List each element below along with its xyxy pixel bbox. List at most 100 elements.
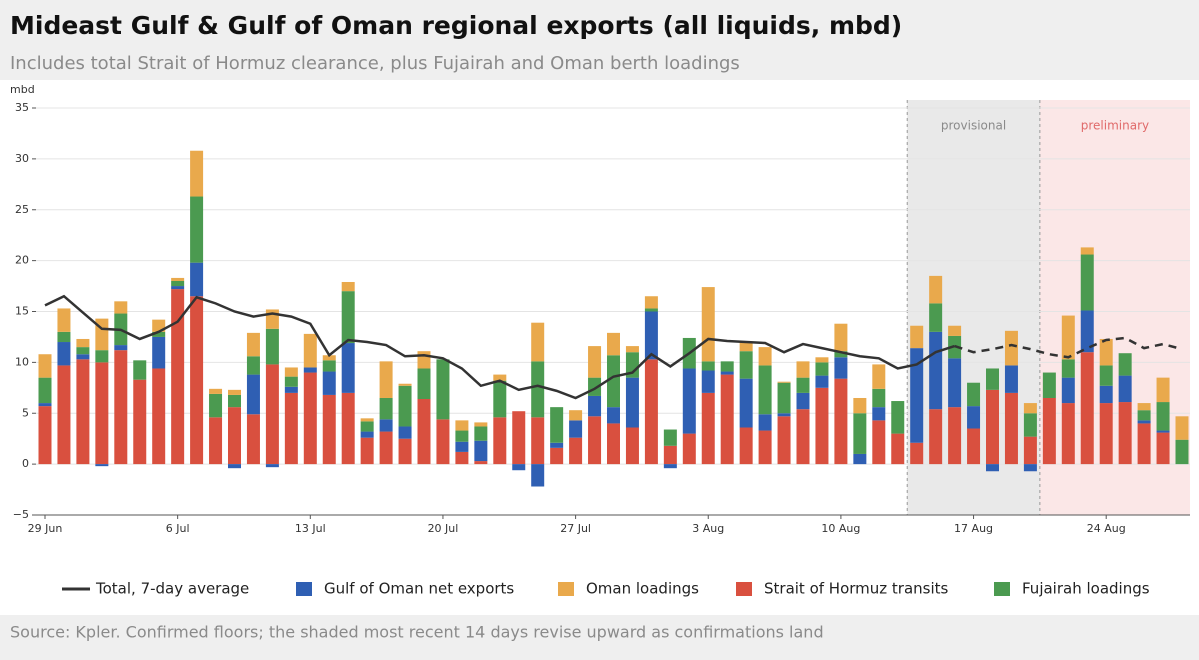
bar-segment [625,377,639,428]
bar-segment [1080,247,1094,255]
chart-title: Mideast Gulf & Gulf of Oman regional exp… [10,11,902,40]
bar-segment [322,371,336,395]
bar-segment [758,430,772,465]
header-background [0,0,1199,80]
y-tick-label: 35 [15,101,29,114]
bar-segment [815,387,829,465]
footer-background [0,615,1199,660]
bar-segment [76,347,90,355]
y-tick-label: 20 [15,254,29,267]
bar-segment [834,357,848,379]
bar-segment [644,311,658,360]
bar-segment [76,338,90,348]
bar-segment [398,426,412,439]
bar-segment [1175,416,1189,440]
x-tick-label: 20 Jul [428,522,459,535]
bar-segment [588,416,602,465]
bar-segment [76,359,90,465]
bar-segment [872,388,886,408]
bar-segment [910,348,924,443]
bar-segment [853,413,867,454]
bar-segment [929,275,943,304]
bar-segment [777,381,791,383]
y-tick-label: 15 [15,305,29,318]
bar-segment [872,420,886,465]
bar-segment [512,464,526,471]
bar-segment [720,371,734,375]
bar-segment [209,393,223,418]
bar-segment [948,358,962,408]
bar-segment [455,420,469,431]
line-series [44,294,955,400]
x-tick-label: 29 Jun [28,522,63,535]
bar-segment [701,361,715,371]
bar-segment [379,431,393,465]
bar-segment [701,287,715,362]
bar-segment [720,374,734,465]
bar-segment [625,352,639,378]
bar-segment [1156,402,1170,431]
bar-segment [853,453,867,465]
bar-segment [152,336,166,369]
bar-segment [57,365,71,465]
bar-segment [265,364,279,465]
bar-segment [474,422,488,427]
bar-segment [57,331,71,343]
bar-segment [190,196,204,263]
bar-segment [246,414,260,465]
bar-segment [57,308,71,332]
bar-segment [569,410,583,421]
bar-segment [625,346,639,353]
bar-segment [1118,375,1132,403]
bar-segment [171,286,185,290]
x-tick-label: 13 Jul [295,522,326,535]
bar-segment [284,367,298,377]
bar-segment [303,333,317,368]
bar-segment [663,429,677,446]
y-tick-label: 25 [15,203,29,216]
bar-segment [1023,436,1037,465]
bar-segment [796,361,810,378]
x-tick-label: 27 Jul [560,522,591,535]
bar-segment [246,374,260,415]
line-series-dashed [954,336,1183,359]
bar-segment [398,438,412,465]
bar-segment [607,332,620,356]
bar-segment [341,281,355,292]
bar-segment [284,376,298,387]
bar-segment [569,437,583,465]
bar-segment [284,386,298,393]
bar-segment [152,331,166,337]
bar-segment [929,409,943,465]
bar-segment [1080,254,1094,311]
bar-segment [588,395,602,417]
bar-segment [834,378,848,465]
plot-area: provisional preliminary −5 0 5 10 15 20 25 30 35 29… [13,100,1190,535]
bar-segment [1080,310,1094,353]
bar-segment [209,417,223,465]
bar-segment [682,368,696,434]
bar-segment [265,328,279,365]
legend-label: Total, 7-day average [95,580,249,598]
bar-segment [228,394,241,408]
bar-segment [1023,413,1037,437]
bar-segment [265,464,279,468]
legend-swatch [736,582,752,596]
bar-segment [550,447,564,465]
bar-segment [417,368,431,400]
bar-segment [720,361,734,372]
legend-swatch [296,582,312,596]
bar-segment [455,430,469,442]
bar-segment [360,418,374,422]
bar-segment [1061,403,1075,465]
bar-segment [1175,439,1189,465]
bar-segment [493,380,507,418]
x-tick-label: 6 Jul [166,522,190,535]
bar-segment [76,354,90,360]
bar-segment [1099,365,1113,386]
region-label: provisional [941,119,1006,133]
bar-segment [1080,352,1094,465]
bar-segment [758,365,772,415]
bar-segment [796,409,810,465]
x-tick-label: 10 Aug [821,522,860,535]
